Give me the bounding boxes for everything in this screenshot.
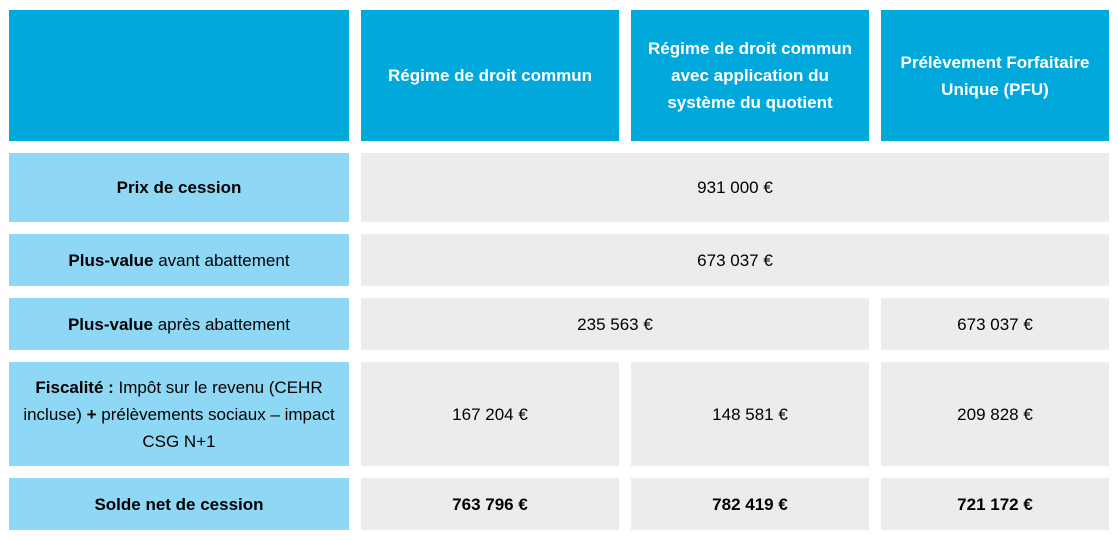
- value-cell: 931 000 €: [361, 153, 1109, 222]
- label-part: Prix de cession: [116, 178, 242, 197]
- cell-text: 167 204 €: [452, 404, 528, 424]
- row-label: Prix de cession: [9, 153, 349, 222]
- cell-text: 763 796 €: [452, 494, 528, 514]
- header-text: Régime de droit commun: [387, 66, 593, 85]
- value-cell: 721 172 €: [881, 478, 1109, 530]
- column-header: Régime de droit commun avec application …: [631, 10, 869, 141]
- label-part: après abattement: [153, 314, 291, 334]
- row-label: Solde net de cession: [9, 478, 349, 530]
- value-cell: 235 563 €: [361, 298, 869, 350]
- column-header: Prélèvement Forfaitaire Unique (PFU): [881, 10, 1109, 141]
- label-part: prélèvements sociaux – impact CSG N+1: [96, 404, 335, 451]
- cell-text: 931 000 €: [697, 178, 773, 197]
- label-part: avant abattement: [153, 250, 290, 270]
- value-cell: 209 828 €: [881, 362, 1109, 466]
- label-part: Impôt sur le revenu (CEHR incluse): [23, 377, 323, 424]
- header-corner: [9, 10, 349, 141]
- row-label: Fiscalité : Impôt sur le revenu (CEHR in…: [9, 362, 349, 466]
- value-cell: 673 037 €: [881, 298, 1109, 350]
- cell-text: 673 037 €: [697, 250, 773, 270]
- cell-text: 673 037 €: [957, 314, 1033, 334]
- header-text: Prélèvement Forfaitaire Unique (PFU): [900, 52, 1090, 99]
- label-part: Solde net de cession: [94, 494, 264, 514]
- value-cell: 673 037 €: [361, 234, 1109, 286]
- row-label: Plus-value avant abattement: [9, 234, 349, 286]
- cell-text: 235 563 €: [577, 314, 653, 334]
- value-cell: 782 419 €: [631, 478, 869, 530]
- label-part: +: [86, 404, 97, 424]
- label-part: Plus-value: [68, 250, 154, 270]
- cell-text: 209 828 €: [957, 404, 1033, 424]
- cell-text: 148 581 €: [712, 404, 788, 424]
- value-cell: 763 796 €: [361, 478, 619, 530]
- label-part: Plus-value: [67, 314, 153, 334]
- row-label: Plus-value après abattement: [9, 298, 349, 350]
- value-cell: 148 581 €: [631, 362, 869, 466]
- column-header: Régime de droit commun: [361, 10, 619, 141]
- value-cell: 167 204 €: [361, 362, 619, 466]
- label-part: Fiscalité :: [35, 377, 114, 397]
- cell-text: 721 172 €: [957, 494, 1033, 514]
- cell-text: 782 419 €: [712, 494, 788, 514]
- header-text: Régime de droit commun avec application …: [647, 39, 853, 112]
